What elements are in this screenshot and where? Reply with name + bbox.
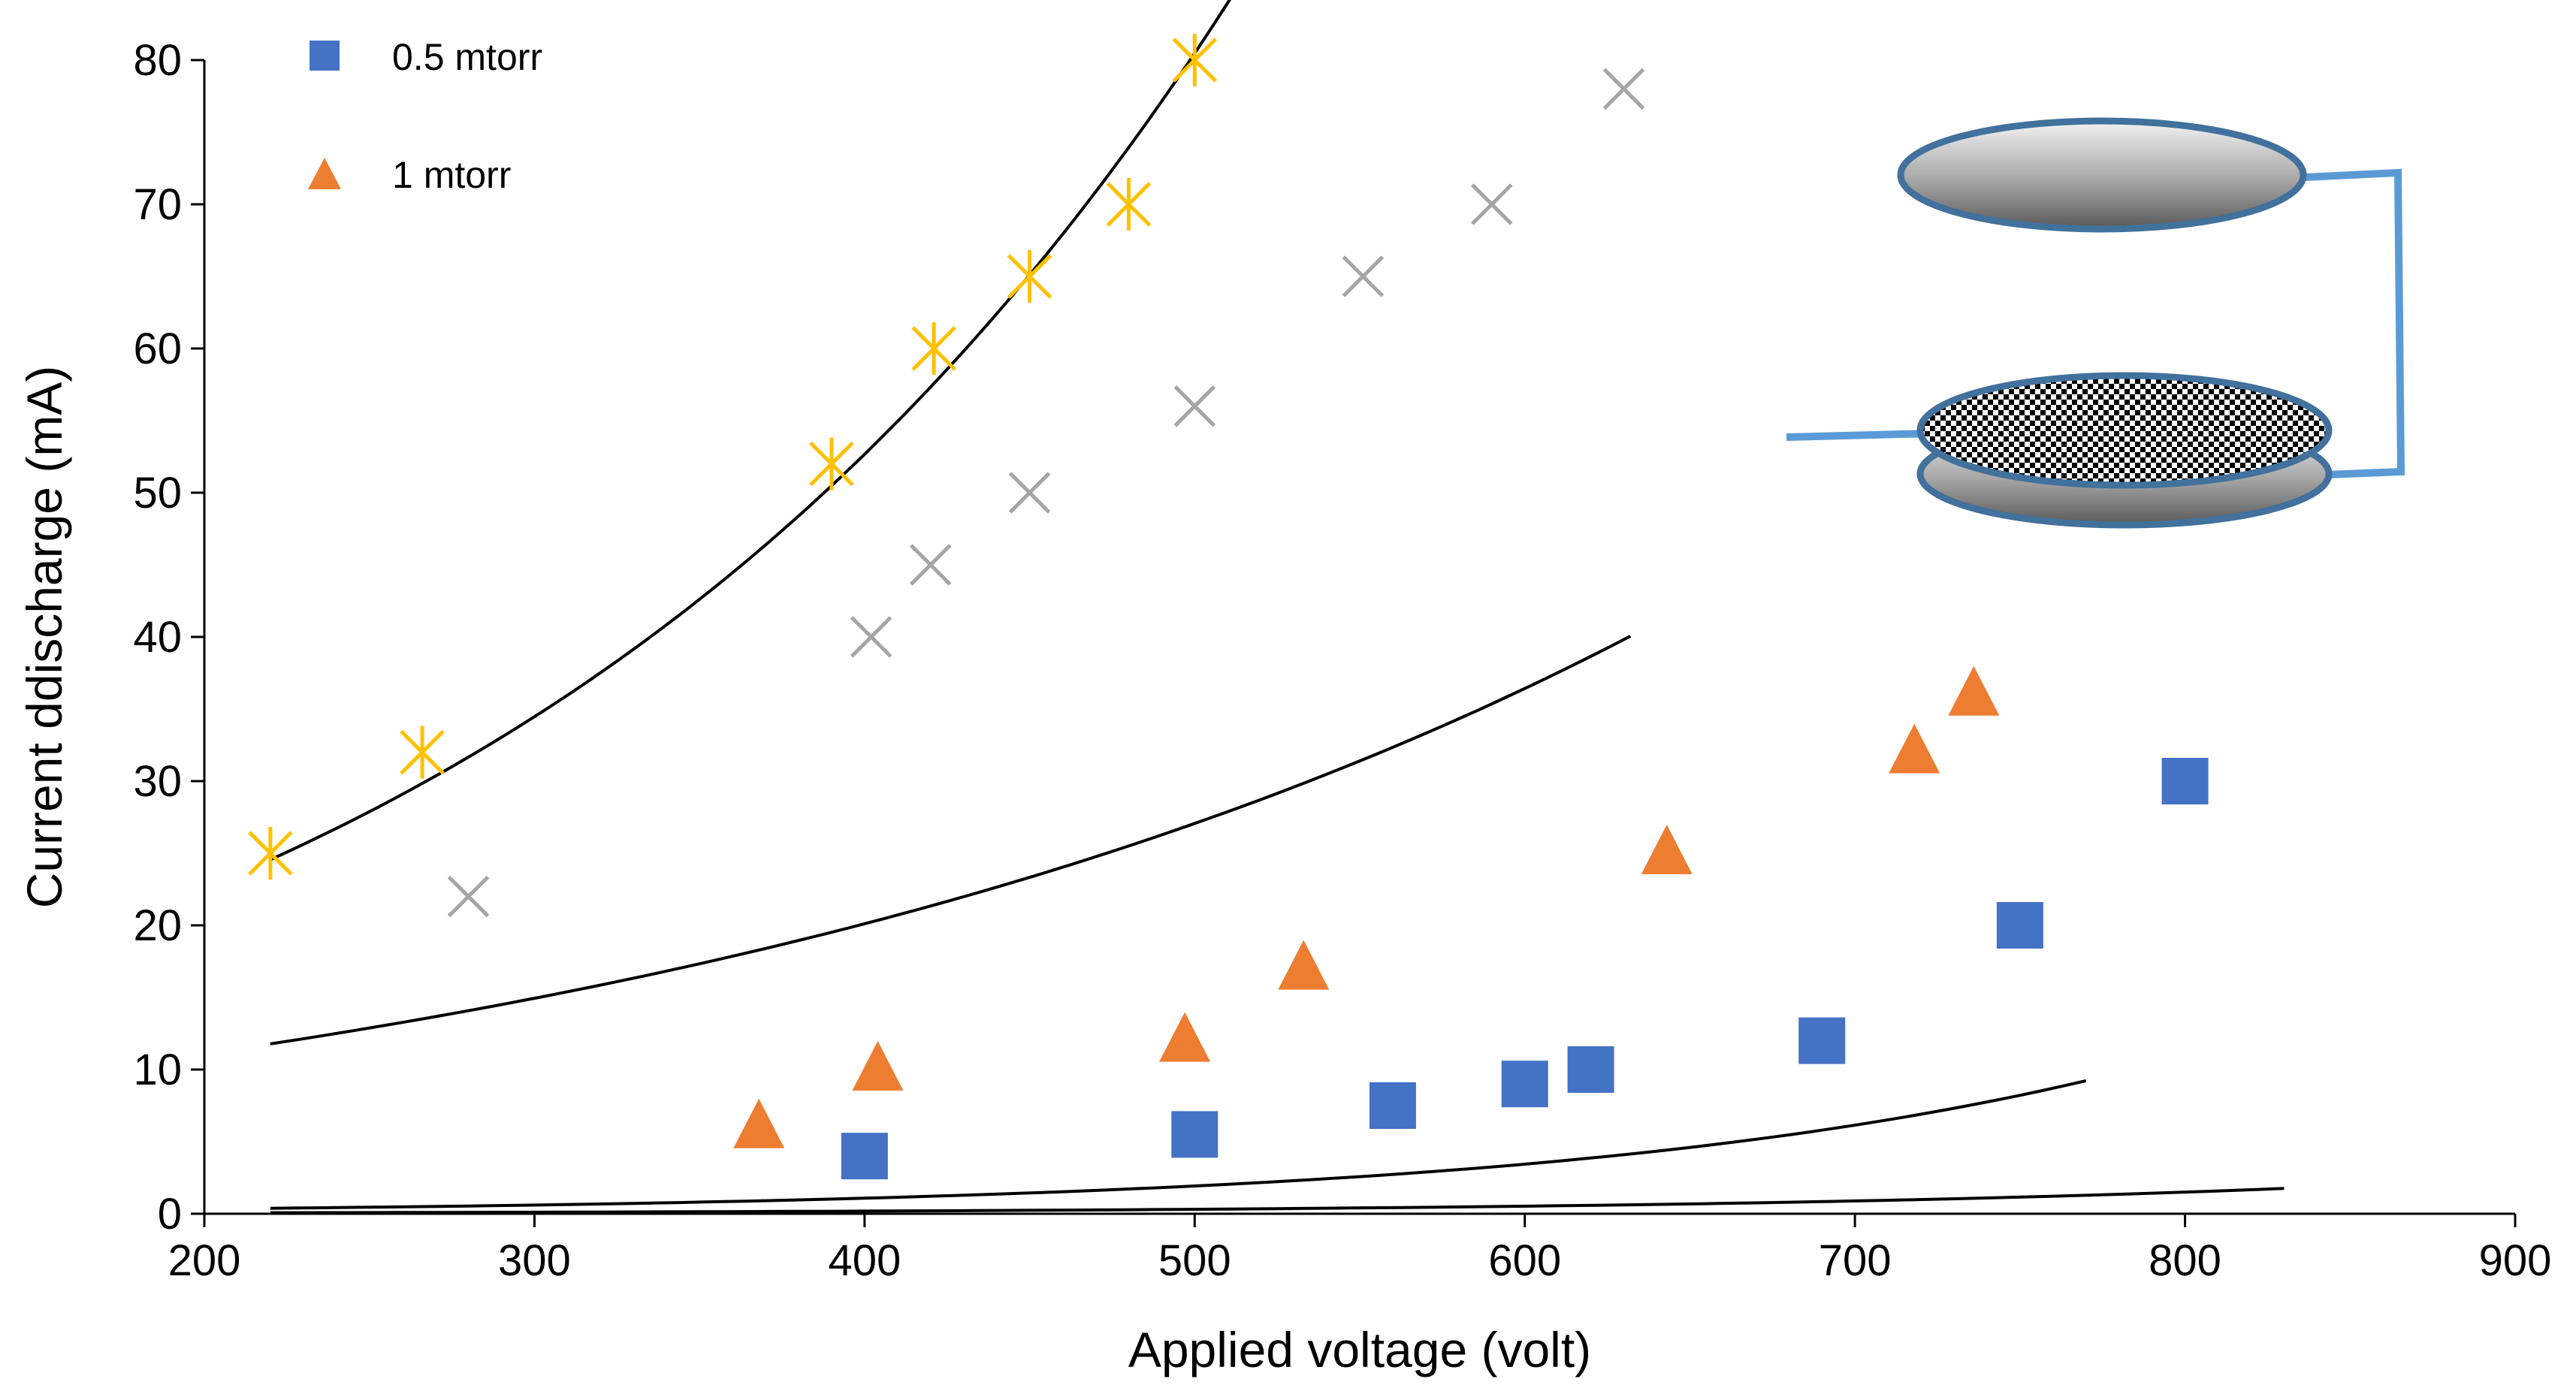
data-point-series-2 [1641,825,1693,874]
data-points [248,34,2209,1180]
data-point-series-3 [1471,183,1513,225]
y-tick-label: 70 [133,180,182,229]
trendline-series-3 [270,635,1632,1046]
x-ticks: 200 300 400 500 600 700 800 900 [168,1214,2552,1285]
top-plate [1897,117,2307,233]
upper-wire [2304,168,2405,478]
data-point-series-3 [1173,385,1216,427]
data-point-series-1 [1501,1061,1548,1108]
data-point-series-4 [1172,34,1218,86]
x-tick-label: 800 [2149,1236,2221,1285]
electrode-plates-icon [1786,117,2405,529]
y-tick-label: 50 [133,469,182,517]
x-tick-label: 600 [1488,1236,1561,1285]
y-tick-label: 30 [133,757,182,806]
y-tick-label: 80 [133,36,182,85]
data-point-series-3 [909,544,952,586]
data-point-series-2 [1948,665,2000,716]
x-tick-label: 500 [1158,1236,1231,1285]
data-point-series-4 [1106,178,1152,231]
data-point-series-3 [1008,472,1051,514]
y-ticks: 0 10 20 30 40 50 60 70 80 [133,36,204,1239]
mesh-plate [1916,372,2333,489]
data-point-series-3 [447,875,490,918]
data-point-series-1 [2161,758,2209,804]
data-point-series-3 [1342,255,1385,297]
trendline-series-1 [270,1187,2285,1215]
x-tick-label: 400 [828,1236,901,1285]
data-point-series-2 [1278,940,1330,990]
data-point-series-4 [809,437,854,490]
trendlines [270,0,2285,1215]
x-tick-label: 900 [2479,1236,2552,1285]
legend-marker-triangle [308,158,341,189]
y-axis-title: Current ddischarge (mA) [17,366,72,909]
axes: 0 10 20 30 40 50 60 70 80 200 300 400 500 600 700 800 9… [133,36,2551,1285]
data-point-series-4 [400,726,445,779]
y-tick-label: 40 [133,613,182,662]
data-point-series-2 [852,1041,904,1091]
legend-marker-square [310,41,340,71]
x-axis-title: Applied voltage (volt) [1128,1322,1591,1377]
data-point-series-1 [1567,1046,1614,1093]
trendline-series-4 [270,0,1232,861]
trendline-series-2 [270,1079,2087,1210]
legend-label-series-1: 0.5 mtorr [392,36,542,78]
data-point-series-1 [841,1133,888,1180]
y-tick-label: 60 [133,324,182,373]
data-point-series-2 [733,1098,785,1148]
data-point-series-3 [850,616,892,658]
y-tick-label: 10 [133,1046,182,1094]
data-point-series-4 [911,322,956,375]
data-point-series-4 [1007,250,1052,303]
data-point-series-1 [1996,902,2043,949]
x-tick-label: 300 [498,1236,571,1285]
data-point-series-2 [1159,1012,1211,1062]
y-tick-label: 0 [158,1190,182,1239]
data-point-series-1 [1369,1082,1416,1129]
x-tick-label: 700 [1819,1236,1892,1285]
data-point-series-3 [1602,68,1645,110]
y-tick-label: 20 [133,901,182,950]
data-point-series-1 [1171,1111,1219,1158]
data-point-series-2 [1889,723,1940,774]
legend-label-series-2: 1 mtorr [392,154,511,196]
data-point-series-4 [248,827,293,880]
lower-wire [1786,430,1933,441]
data-point-series-1 [1798,1017,1846,1064]
x-tick-label: 200 [168,1236,241,1285]
legend: 0.5 mtorr 1 mtorr [308,36,542,196]
